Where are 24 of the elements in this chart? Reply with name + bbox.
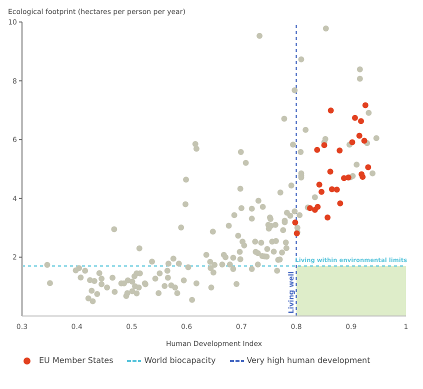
- point: [349, 139, 356, 146]
- point: [356, 132, 362, 139]
- point: [324, 214, 331, 221]
- point: [358, 118, 364, 124]
- point: [334, 186, 340, 193]
- point: [316, 182, 322, 188]
- point: [365, 164, 372, 170]
- point: [307, 205, 313, 212]
- point: [336, 147, 343, 154]
- point: [352, 114, 358, 121]
- point: [314, 146, 320, 153]
- legend-label: Very high human development: [246, 356, 370, 365]
- point: [328, 107, 334, 114]
- point: [321, 142, 328, 148]
- point: [362, 102, 368, 108]
- point: [292, 220, 298, 226]
- point: [314, 204, 321, 210]
- point: [361, 138, 368, 144]
- point: [337, 200, 344, 206]
- point: [318, 188, 325, 195]
- point: [327, 168, 334, 175]
- point: [345, 174, 352, 181]
- legend-label: World biocapacity: [144, 356, 216, 365]
- legend-label: EU Member States: [39, 356, 114, 365]
